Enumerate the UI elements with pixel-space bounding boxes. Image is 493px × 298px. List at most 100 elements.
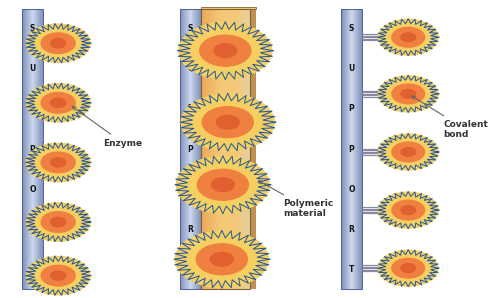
Bar xyxy=(41,9,42,289)
Bar xyxy=(26,9,27,289)
Bar xyxy=(354,9,355,289)
Bar xyxy=(351,9,352,289)
Bar xyxy=(233,9,234,289)
Bar xyxy=(247,9,249,289)
Bar xyxy=(348,9,349,289)
Bar xyxy=(358,9,359,289)
Bar xyxy=(199,9,200,289)
Circle shape xyxy=(379,250,438,286)
Polygon shape xyxy=(26,143,91,182)
Bar xyxy=(188,9,189,289)
Bar xyxy=(192,9,193,289)
Bar xyxy=(243,9,244,289)
Bar xyxy=(190,9,191,289)
Bar xyxy=(234,9,236,289)
Bar xyxy=(341,9,342,289)
Polygon shape xyxy=(378,192,439,229)
Circle shape xyxy=(392,27,424,47)
Bar xyxy=(35,9,36,289)
Bar xyxy=(35,9,36,289)
Bar xyxy=(353,9,354,289)
Bar xyxy=(24,9,25,289)
Bar xyxy=(228,9,229,289)
Bar xyxy=(37,9,38,289)
Bar xyxy=(217,9,218,289)
Circle shape xyxy=(401,148,416,156)
Bar xyxy=(199,9,200,289)
Bar xyxy=(22,9,23,289)
Bar xyxy=(203,9,205,289)
Bar xyxy=(34,9,35,289)
Bar xyxy=(188,9,189,289)
Bar xyxy=(25,9,26,289)
Circle shape xyxy=(211,252,233,266)
Polygon shape xyxy=(26,202,91,242)
Polygon shape xyxy=(378,75,439,112)
Bar xyxy=(361,9,362,289)
Bar xyxy=(349,9,350,289)
Polygon shape xyxy=(180,93,276,151)
Text: S: S xyxy=(188,24,193,33)
Text: T: T xyxy=(349,265,354,274)
Bar xyxy=(219,9,220,289)
Bar xyxy=(191,9,192,289)
Bar xyxy=(190,9,191,289)
Circle shape xyxy=(401,33,416,42)
Polygon shape xyxy=(26,24,91,63)
Bar xyxy=(352,9,353,289)
Bar xyxy=(31,9,32,289)
Bar xyxy=(357,9,358,289)
Bar xyxy=(361,9,362,289)
Bar xyxy=(193,9,194,289)
Circle shape xyxy=(41,265,75,286)
Bar xyxy=(32,9,33,289)
Text: T: T xyxy=(30,265,35,274)
Bar xyxy=(225,9,227,289)
Text: U: U xyxy=(30,64,35,74)
Bar xyxy=(214,9,215,289)
Circle shape xyxy=(200,35,251,66)
Bar xyxy=(200,9,201,289)
Circle shape xyxy=(181,94,274,150)
Bar xyxy=(186,9,187,289)
Bar xyxy=(42,9,43,289)
Bar xyxy=(32,9,33,289)
Circle shape xyxy=(176,157,269,213)
Circle shape xyxy=(211,178,234,192)
Bar xyxy=(28,9,29,289)
Text: O: O xyxy=(187,184,194,193)
Text: U: U xyxy=(187,64,193,74)
Circle shape xyxy=(27,143,90,181)
Bar xyxy=(341,9,362,289)
Bar xyxy=(180,9,181,289)
Circle shape xyxy=(51,271,66,280)
Bar xyxy=(359,9,360,289)
Bar xyxy=(345,9,346,289)
Bar xyxy=(352,9,353,289)
Circle shape xyxy=(401,206,416,215)
Bar xyxy=(41,9,42,289)
Bar xyxy=(28,9,29,289)
Bar xyxy=(189,9,190,289)
Bar xyxy=(356,9,357,289)
Bar xyxy=(196,9,197,289)
Bar xyxy=(26,9,27,289)
Text: P: P xyxy=(349,105,354,114)
Bar xyxy=(186,9,187,289)
Circle shape xyxy=(41,212,75,232)
Circle shape xyxy=(179,23,272,79)
Bar xyxy=(357,9,358,289)
Bar xyxy=(346,9,347,289)
Text: R: R xyxy=(30,224,35,234)
Bar xyxy=(356,9,357,289)
Bar xyxy=(38,9,39,289)
Polygon shape xyxy=(177,22,273,80)
Text: T: T xyxy=(188,265,193,274)
Circle shape xyxy=(392,142,424,162)
Bar xyxy=(343,9,344,289)
Bar xyxy=(227,9,228,289)
Bar xyxy=(346,9,347,289)
Bar xyxy=(201,9,250,289)
Circle shape xyxy=(196,244,247,275)
Circle shape xyxy=(202,107,253,138)
